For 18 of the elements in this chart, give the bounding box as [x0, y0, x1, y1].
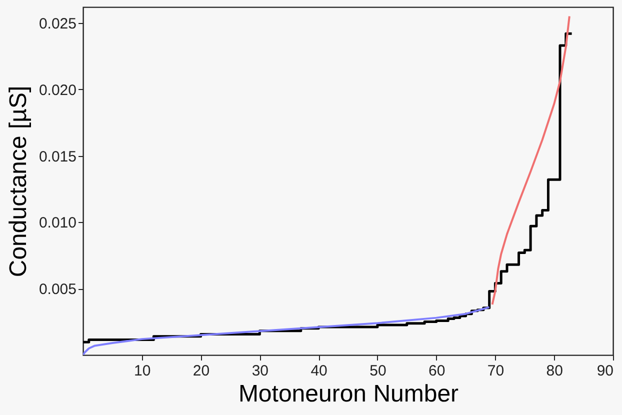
x-tick-label: 50 — [370, 362, 386, 380]
y-axis-title: Conductance [µS] — [4, 86, 32, 278]
y-tick-label: 0.015 — [38, 148, 76, 166]
x-tick-label: 30 — [252, 362, 269, 380]
x-tick-label: 10 — [134, 362, 151, 380]
y-tick-label: 0.020 — [38, 82, 76, 99]
x-axis-title: Motoneuron Number — [238, 380, 459, 408]
y-tick-label: 0.010 — [38, 214, 76, 232]
line-series — [491, 15, 570, 306]
x-tick-label: 20 — [192, 362, 210, 380]
y-tick-label: 0.005 — [38, 281, 76, 298]
line-series — [83, 306, 490, 355]
x-tick-label: 60 — [428, 362, 446, 380]
x-tick-label: 80 — [546, 362, 563, 380]
x-tick-label: 90 — [596, 362, 614, 380]
y-tick-label: 0.025 — [38, 15, 76, 32]
x-tick-label: 70 — [487, 362, 504, 380]
x-tick-label: 40 — [310, 362, 328, 380]
